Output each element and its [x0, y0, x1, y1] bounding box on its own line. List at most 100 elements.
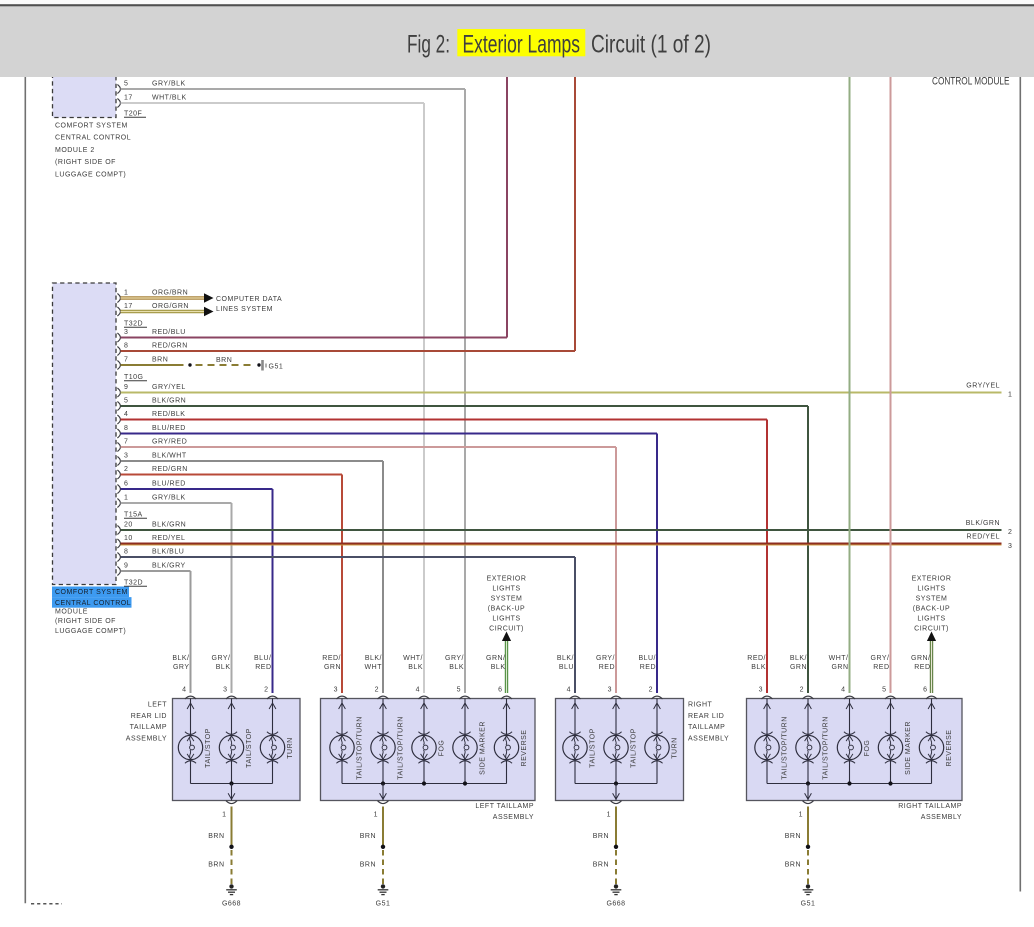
svg-text:BLU/RED: BLU/RED: [152, 425, 186, 432]
svg-text:BLU/: BLU/: [254, 655, 272, 662]
svg-text:5: 5: [882, 687, 886, 694]
svg-text:5: 5: [124, 398, 128, 405]
svg-text:COMPUTER DATA: COMPUTER DATA: [216, 296, 282, 303]
svg-text:BLK/GRN: BLK/GRN: [966, 520, 1000, 527]
svg-text:9: 9: [124, 384, 128, 391]
svg-text:(BACK-UP: (BACK-UP: [488, 605, 525, 612]
svg-text:T15A: T15A: [124, 512, 143, 519]
svg-text:G51: G51: [376, 901, 391, 908]
svg-text:LINES SYSTEM: LINES SYSTEM: [216, 306, 273, 313]
svg-text:GRN: GRN: [324, 664, 341, 671]
svg-text:GRN/: GRN/: [486, 655, 506, 662]
svg-text:TAIL/STOP: TAIL/STOP: [590, 728, 597, 768]
svg-text:RED/YEL: RED/YEL: [967, 534, 1000, 541]
svg-text:TAIL/STOP/TURN: TAIL/STOP/TURN: [782, 716, 789, 780]
svg-text:8: 8: [124, 343, 128, 350]
svg-text:T32D: T32D: [124, 580, 143, 587]
svg-text:RED/GRN: RED/GRN: [152, 466, 188, 473]
svg-text:RED: RED: [914, 664, 930, 671]
svg-text:BLK/: BLK/: [790, 655, 807, 662]
svg-text:BLK/GRY: BLK/GRY: [152, 563, 186, 570]
svg-text:CIRCUIT): CIRCUIT): [914, 625, 949, 632]
svg-text:BLK/WHT: BLK/WHT: [152, 453, 187, 460]
svg-text:3: 3: [124, 329, 128, 336]
svg-text:RED/: RED/: [322, 655, 341, 662]
svg-text:ASSEMBLY: ASSEMBLY: [493, 814, 534, 821]
svg-text:SYSTEM: SYSTEM: [491, 595, 523, 602]
svg-text:LEFT TAILLAMP: LEFT TAILLAMP: [475, 803, 534, 810]
svg-text:GRY/RED: GRY/RED: [152, 439, 187, 446]
svg-text:3: 3: [334, 687, 338, 694]
svg-text:Fig 2:: Fig 2:: [407, 31, 450, 59]
svg-text:ASSEMBLY: ASSEMBLY: [126, 735, 167, 742]
svg-text:RED/BLU: RED/BLU: [152, 329, 186, 336]
svg-text:MODULE: MODULE: [55, 608, 88, 615]
svg-text:SIDE MARKER: SIDE MARKER: [480, 721, 487, 775]
svg-text:BLU/RED: BLU/RED: [152, 481, 186, 488]
svg-text:RED: RED: [599, 664, 615, 671]
svg-text:2: 2: [264, 687, 268, 694]
svg-text:FOG: FOG: [864, 740, 871, 757]
svg-text:BLK: BLK: [491, 664, 506, 671]
svg-text:1: 1: [124, 495, 128, 502]
svg-text:7: 7: [124, 357, 128, 364]
svg-text:5: 5: [124, 81, 128, 88]
svg-text:T32D: T32D: [124, 321, 143, 328]
svg-text:4: 4: [416, 687, 420, 694]
svg-text:BLK: BLK: [449, 664, 464, 671]
svg-text:BRN: BRN: [152, 357, 168, 364]
svg-text:RED/BLK: RED/BLK: [152, 411, 185, 418]
svg-text:BLK/GRN: BLK/GRN: [152, 398, 186, 405]
svg-text:GRY: GRY: [173, 664, 190, 671]
svg-text:LUGGAGE COMPT): LUGGAGE COMPT): [55, 628, 126, 635]
svg-text:TAIL/STOP/TURN: TAIL/STOP/TURN: [823, 716, 830, 780]
svg-text:LIGHTS: LIGHTS: [917, 585, 945, 592]
svg-text:BRN: BRN: [208, 833, 224, 840]
svg-text:BLK: BLK: [408, 664, 423, 671]
svg-text:GRY/YEL: GRY/YEL: [152, 384, 186, 391]
svg-text:GRY/YEL: GRY/YEL: [966, 383, 1000, 390]
svg-text:20: 20: [124, 522, 133, 529]
svg-text:LIGHTS: LIGHTS: [492, 585, 520, 592]
svg-text:BRN: BRN: [208, 862, 224, 869]
svg-text:GRN: GRN: [790, 664, 807, 671]
svg-text:RIGHT TAILLAMP: RIGHT TAILLAMP: [898, 803, 962, 810]
svg-text:TAIL/STOP: TAIL/STOP: [631, 728, 638, 768]
svg-text:REAR LID: REAR LID: [131, 713, 167, 720]
svg-text:GRY/: GRY/: [871, 655, 890, 662]
svg-text:4: 4: [841, 687, 845, 694]
svg-text:2: 2: [1008, 529, 1012, 536]
svg-text:GRN: GRN: [831, 664, 848, 671]
svg-text:WHT/: WHT/: [829, 655, 849, 662]
svg-text:WHT/: WHT/: [403, 655, 423, 662]
svg-text:TAILLAMP: TAILLAMP: [688, 724, 725, 731]
svg-text:SYSTEM: SYSTEM: [916, 595, 948, 602]
svg-text:CENTRAL CONTROL: CENTRAL CONTROL: [55, 600, 131, 607]
svg-text:BLK/BLU: BLK/BLU: [152, 549, 184, 556]
svg-text:8: 8: [124, 549, 128, 556]
svg-text:RED/: RED/: [747, 655, 766, 662]
svg-text:1: 1: [1008, 392, 1012, 399]
svg-text:3: 3: [1008, 543, 1012, 550]
svg-text:LIGHTS: LIGHTS: [492, 615, 520, 622]
svg-text:REVERSE: REVERSE: [521, 730, 528, 767]
svg-text:CONTROL MODULE: CONTROL MODULE: [932, 75, 1010, 87]
svg-text:2: 2: [800, 687, 804, 694]
svg-text:TURN: TURN: [672, 737, 679, 758]
svg-text:LIGHTS: LIGHTS: [917, 615, 945, 622]
svg-text:(BACK-UP: (BACK-UP: [913, 605, 950, 612]
svg-text:17: 17: [124, 95, 133, 102]
svg-text:1: 1: [124, 290, 128, 297]
svg-text:SIDE MARKER: SIDE MARKER: [905, 721, 912, 775]
svg-text:3: 3: [223, 687, 227, 694]
svg-text:RED: RED: [255, 664, 271, 671]
svg-text:CIRCUIT): CIRCUIT): [489, 625, 524, 632]
svg-text:G51: G51: [269, 363, 284, 370]
svg-text:(RIGHT SIDE OF: (RIGHT SIDE OF: [55, 618, 116, 625]
svg-text:Circuit (1 of 2): Circuit (1 of 2): [591, 31, 711, 59]
svg-text:TAILLAMP: TAILLAMP: [130, 724, 167, 731]
svg-text:TAIL/STOP/TURN: TAIL/STOP/TURN: [357, 716, 364, 780]
svg-text:LUGGAGE COMPT): LUGGAGE COMPT): [55, 171, 126, 178]
svg-text:TAIL/STOP/TURN: TAIL/STOP/TURN: [398, 716, 405, 780]
svg-text:9: 9: [124, 563, 128, 570]
